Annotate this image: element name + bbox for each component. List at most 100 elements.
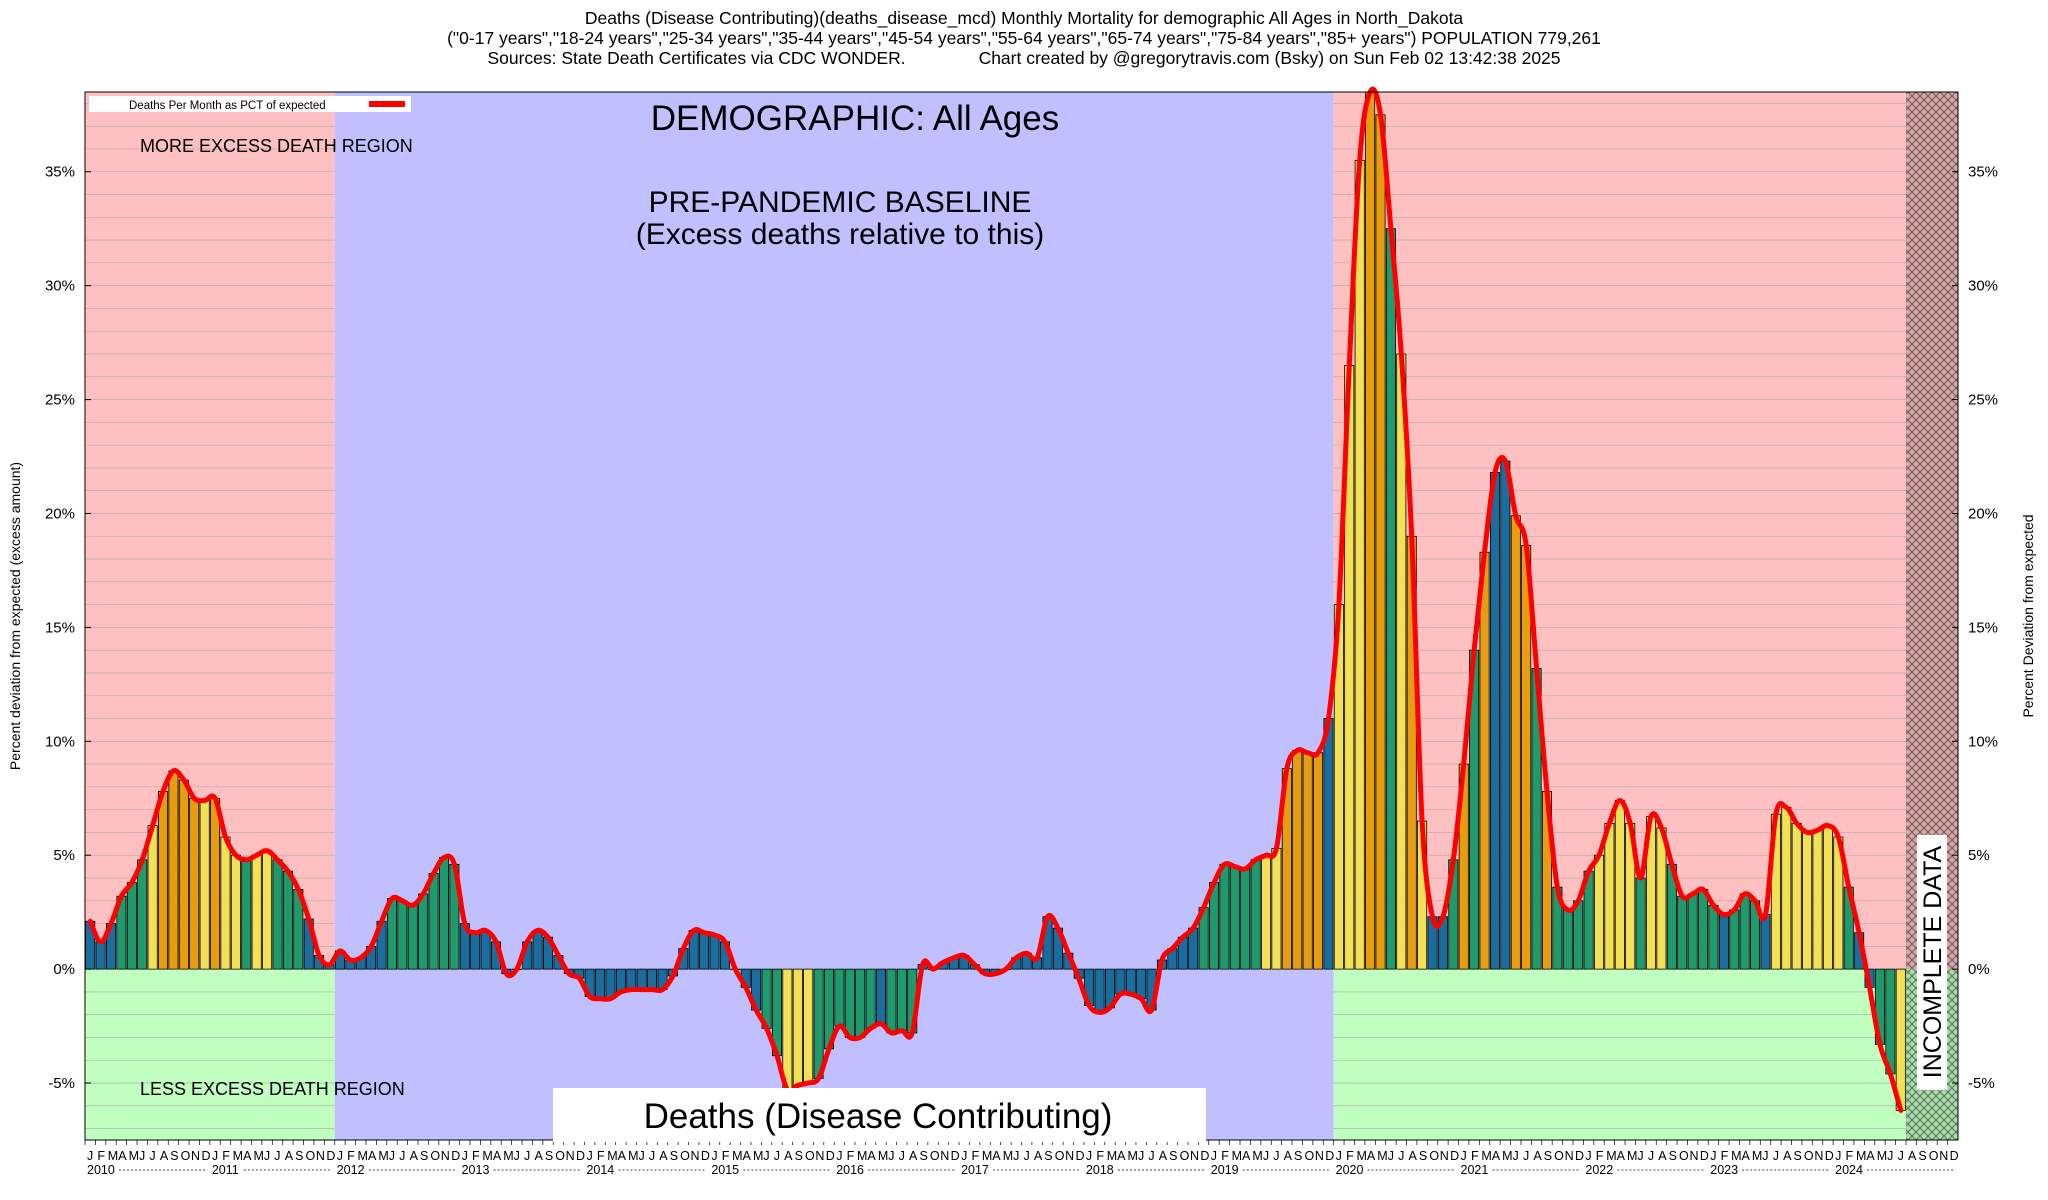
month-label: J — [1835, 1149, 1841, 1163]
bar-75 — [865, 968, 876, 1029]
bar-164 — [1791, 822, 1802, 970]
month-label: J — [1887, 1149, 1893, 1163]
year-label-2011: 2011 — [212, 1163, 239, 1177]
month-label: M — [732, 1149, 742, 1163]
month-label: J — [1710, 1149, 1716, 1163]
month-label: M — [482, 1149, 492, 1163]
bar-112 — [1250, 859, 1261, 970]
month-label: A — [659, 1149, 668, 1163]
bar-155 — [1698, 888, 1709, 970]
month-label: M — [982, 1149, 992, 1163]
bar-77 — [886, 968, 897, 1034]
month-label: A — [1242, 1149, 1251, 1163]
month-label: A — [493, 1149, 502, 1163]
month-label: F — [1471, 1149, 1479, 1163]
bar-122 — [1354, 159, 1365, 970]
y-tick-label-right: 20% — [1968, 505, 1998, 522]
month-label: J — [1086, 1149, 1092, 1163]
month-label: A — [618, 1149, 627, 1163]
bar-123 — [1365, 91, 1376, 970]
bar-13 — [220, 836, 231, 970]
month-label: M — [1003, 1149, 1013, 1163]
month-label: A — [1617, 1149, 1626, 1163]
month-label: J — [87, 1149, 93, 1163]
month-label: S — [1419, 1149, 1427, 1163]
year-label-2013: 2013 — [462, 1163, 490, 1177]
metric-label-box — [553, 1088, 1206, 1142]
chart-title-line-1: Deaths (Disease Contributing)(deaths_dis… — [584, 8, 1464, 28]
overlay-group: INCOMPLETE DATA — [1916, 835, 1947, 1090]
month-label: M — [1481, 1149, 1491, 1163]
y-tick-label-left: 15% — [45, 619, 75, 636]
month-label: A — [243, 1149, 252, 1163]
bar-72 — [834, 968, 845, 1027]
y-tick-label-left: 0% — [53, 961, 75, 978]
month-label: S — [1169, 1149, 1177, 1163]
month-label: F — [1096, 1149, 1104, 1163]
legend-box — [89, 96, 411, 112]
month-label: J — [1273, 1149, 1279, 1163]
incomplete-data-label: INCOMPLETE DATA — [1919, 845, 1947, 1078]
month-label: A — [1367, 1149, 1376, 1163]
year-label-2023: 2023 — [1710, 1163, 1738, 1177]
month-label: O — [805, 1149, 815, 1163]
month-label: M — [503, 1149, 513, 1163]
month-label: N — [1065, 1149, 1074, 1163]
bar-145 — [1594, 854, 1605, 970]
month-label: M — [1502, 1149, 1512, 1163]
month-label: J — [961, 1149, 967, 1163]
month-label: M — [1752, 1149, 1762, 1163]
month-label: M — [1107, 1149, 1117, 1163]
month-label: A — [1783, 1149, 1792, 1163]
bar-30 — [397, 900, 408, 970]
gridlines — [85, 103, 1906, 1129]
bar-157 — [1718, 914, 1729, 970]
month-label: O — [1929, 1149, 1939, 1163]
baseline-subtitle: (Excess deaths relative to this) — [636, 218, 1045, 251]
bar-1 — [95, 941, 106, 970]
bars-group — [85, 91, 1906, 1111]
month-label: J — [1637, 1149, 1643, 1163]
bar-142 — [1562, 909, 1573, 970]
month-label: M — [1356, 1149, 1366, 1163]
bar-113 — [1261, 854, 1272, 970]
labels-group: Deaths Per Month as PCT of expected DEMOG… — [89, 96, 1206, 1142]
bar-12 — [210, 797, 221, 970]
bar-37 — [470, 932, 481, 970]
y-tick-label-left: 30% — [45, 278, 75, 295]
month-label: N — [940, 1149, 949, 1163]
bar-34 — [438, 857, 449, 970]
y-tick-label-right: 30% — [1968, 278, 1998, 295]
excess-region-2010 — [85, 92, 335, 970]
month-label: D — [576, 1149, 585, 1163]
bar-5 — [137, 859, 148, 970]
bar-54 — [647, 968, 658, 991]
month-label: F — [722, 1149, 730, 1163]
bar-19 — [282, 870, 293, 970]
bar-7 — [158, 791, 169, 970]
month-label: S — [919, 1149, 927, 1163]
bar-99 — [1115, 968, 1126, 995]
month-label: M — [233, 1149, 243, 1163]
month-label: F — [1346, 1149, 1354, 1163]
month-label: M — [129, 1149, 139, 1163]
bar-158 — [1729, 909, 1740, 970]
month-label: N — [1814, 1149, 1823, 1163]
bar-173 — [1885, 968, 1896, 1075]
bar-149 — [1635, 877, 1646, 970]
bar-117 — [1302, 752, 1313, 970]
month-label: O — [1554, 1149, 1564, 1163]
month-label: O — [1679, 1149, 1689, 1163]
bar-109 — [1219, 863, 1230, 970]
bar-60 — [709, 934, 720, 970]
month-label: A — [368, 1149, 377, 1163]
month-label: F — [347, 1149, 355, 1163]
year-label-2021: 2021 — [1461, 1163, 1489, 1177]
month-label: O — [680, 1149, 690, 1163]
line-group — [87, 86, 1904, 1113]
year-label-2014: 2014 — [586, 1163, 614, 1177]
chart-title-line-2: ("0-17 years","18-24 years","25-34 years… — [447, 28, 1601, 48]
month-label: A — [410, 1149, 419, 1163]
bar-76 — [876, 968, 887, 1025]
bar-15 — [241, 859, 252, 970]
